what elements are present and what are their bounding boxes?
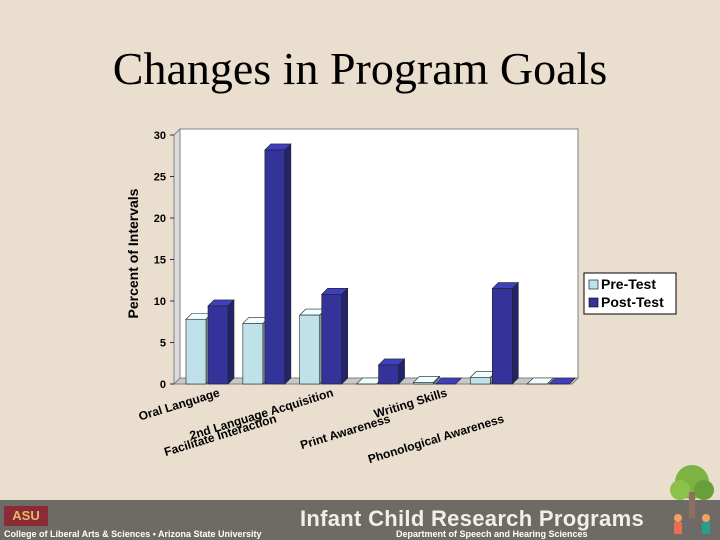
y-axis-label: Percent of Intervals (125, 188, 141, 318)
bar-post-test (264, 143, 292, 385)
plot-side-wall (173, 127, 181, 386)
legend-box (583, 272, 677, 315)
bar-post-test (320, 287, 349, 385)
bar-post-test (491, 281, 520, 385)
y-tick-label: 10 (154, 296, 166, 308)
x-tick-label: Writing Skills (372, 385, 449, 421)
program-name: Infant Child Research Programs (300, 506, 644, 531)
footer-banner: ASU College of Liberal Arts & Sciences •… (0, 500, 720, 540)
bar-post-test (207, 299, 235, 385)
y-tick-label: 20 (154, 213, 166, 225)
y-tick-label: 5 (160, 338, 166, 350)
y-tick-label: 30 (154, 130, 166, 142)
legend-pre-test-swatch (588, 279, 599, 290)
bar-chart: 0 5 10 15 20 25 30 Percent of Intervals Oral Lan… (125, 127, 677, 466)
college-name: College of Liberal Arts & Sciences • Ari… (4, 529, 262, 539)
legend-pre-test-label: Pre-Test (601, 276, 656, 292)
x-tick-label: Oral Language (137, 385, 222, 423)
y-tick-label: 15 (154, 255, 166, 267)
tree-children-illustration (670, 465, 714, 534)
slide-title: Changes in Program Goals (112, 43, 608, 94)
bar-pre-test (526, 377, 554, 385)
y-tick-label: 25 (154, 172, 166, 184)
asu-logo: ASU (4, 506, 48, 526)
bar-pre-test (412, 375, 441, 385)
legend-post-test-swatch (588, 297, 599, 308)
y-tick-label: 0 (160, 379, 166, 391)
bar-post-test (548, 377, 576, 385)
bar-post-test (434, 377, 463, 385)
legend-post-test-label: Post-Test (601, 294, 664, 310)
bar-post-test (377, 358, 406, 385)
department-name: Department of Speech and Hearing Science… (396, 529, 588, 539)
